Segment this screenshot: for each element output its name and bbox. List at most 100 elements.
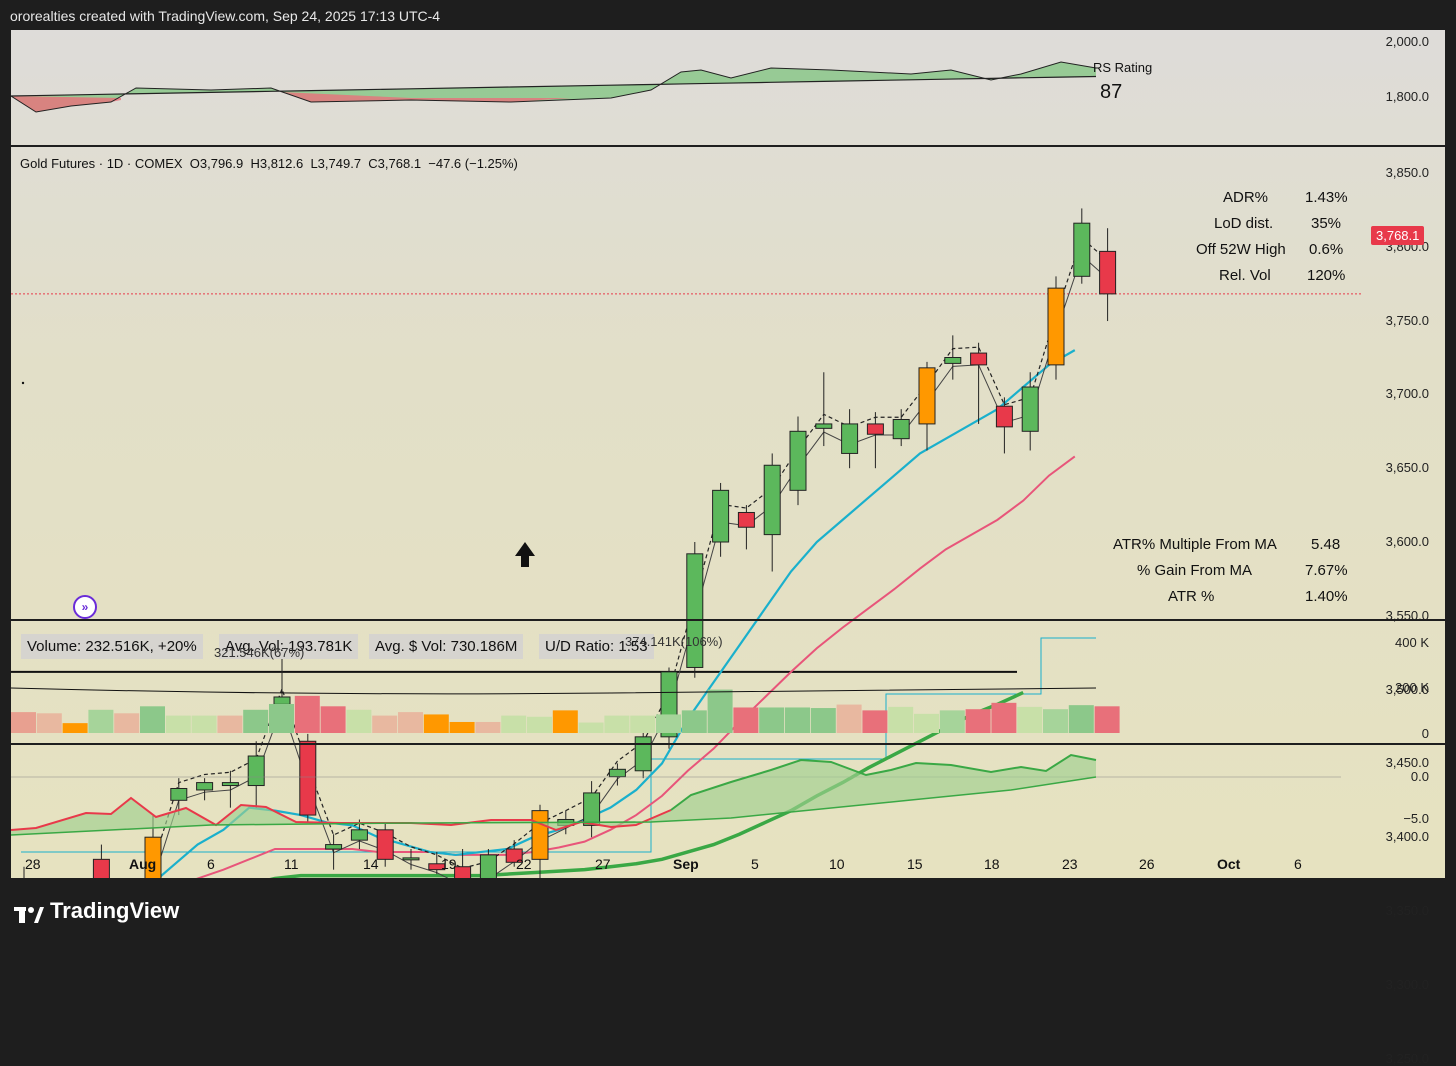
volume-bar (1043, 709, 1068, 733)
price-y-tick: 3,500.0 (1385, 681, 1429, 697)
go-to-realtime-icon[interactable]: » (73, 595, 97, 619)
volume-y-tick: 0 (1421, 726, 1429, 741)
volume-bar (991, 702, 1017, 733)
date-tick: 23 (1062, 856, 1078, 872)
stat-label-atr-pct: ATR % (1168, 588, 1215, 605)
volume-annotation: 374.141K(106%) (625, 634, 723, 649)
breakout-arrow-icon (515, 542, 535, 567)
dot-marker (21, 381, 25, 385)
stat-label-off52w: Off 52W High (1196, 241, 1286, 258)
avg-volume-line (11, 687, 1097, 695)
osc-y-tick: −5.0 (1403, 811, 1429, 826)
pane-divider[interactable] (11, 145, 1445, 147)
volume-bar (423, 714, 449, 733)
stat-value-off52w: 0.6% (1309, 241, 1344, 258)
pane-divider[interactable] (11, 743, 1445, 745)
date-tick: 15 (907, 856, 923, 872)
rs-area-negative (281, 92, 571, 102)
volume-bar (759, 707, 785, 733)
stat-value-atr-mult: 5.48 (1311, 536, 1341, 553)
osc-line-green (670, 753, 1097, 811)
price-y-tick: 3,450.0 (1385, 755, 1429, 771)
volume-bar (62, 723, 88, 733)
volume-bar (88, 709, 114, 733)
chart-header: ororealties created with TradingView.com… (10, 8, 441, 24)
osc-area (11, 755, 1096, 835)
volume-bar (372, 715, 398, 733)
price-y-tick: 3,750.0 (1385, 312, 1429, 328)
date-tick: Aug (129, 856, 157, 872)
volume-y-tick: 200 K (1395, 680, 1429, 695)
volume-bar (888, 706, 914, 733)
candle-body (1047, 287, 1065, 366)
osc-line-red (11, 796, 672, 832)
price-y-tick: 3,850.0 (1385, 165, 1429, 180)
volume-bar (398, 712, 423, 733)
volume-bar (36, 713, 62, 733)
volume-bar (1094, 706, 1120, 733)
price-y-tick: 3,250.0 (1385, 1050, 1429, 1066)
volume-bar (501, 715, 527, 733)
volume-bar (449, 721, 475, 733)
volume-bar (656, 714, 681, 733)
candle-body (634, 736, 652, 772)
stat-value-adr: 1.43% (1305, 189, 1348, 206)
candle-body (196, 782, 214, 791)
chart-svg[interactable] (11, 30, 1445, 878)
date-tick: 11 (284, 856, 299, 872)
candle-body (350, 829, 368, 841)
date-tick: 28 (25, 856, 41, 872)
candle-body (866, 423, 884, 435)
ud-ratio-chip: U/D Ratio: 1.53 (539, 634, 654, 659)
date-tick: 6 (1294, 856, 1302, 872)
price-y-tick: 3,600.0 (1385, 534, 1429, 549)
volume-bar (269, 703, 294, 733)
volume-bar (604, 715, 630, 733)
tradingview-logo-icon (14, 903, 44, 923)
date-tick: Sep (673, 856, 699, 872)
volume-bar (836, 704, 862, 733)
candle-body (221, 782, 239, 787)
volume-chip: Volume: 232.516K, +20% (21, 634, 203, 659)
volume-bar (810, 708, 836, 733)
candle-body (970, 352, 988, 366)
volume-bar (346, 709, 372, 733)
stat-value-relvol: 120% (1307, 267, 1346, 284)
candle-body (1099, 250, 1117, 295)
candle-body (531, 810, 549, 860)
volume-bar (140, 706, 165, 733)
volume-bar (681, 710, 707, 733)
volume-bar (165, 715, 191, 733)
stat-value-gain-ma: 7.67% (1305, 562, 1348, 579)
volume-y-tick: 400 K (1395, 635, 1429, 650)
volume-bar (191, 715, 217, 733)
avg-vol-chip: Avg. Vol: 193.781K (219, 634, 359, 659)
date-tick: 19 (441, 856, 457, 872)
volume-bar (1068, 705, 1094, 733)
osc-y-tick: 0.0 (1410, 769, 1429, 784)
candle-body (325, 844, 343, 850)
osc-signal-line (11, 776, 1097, 836)
stat-label-gain-ma: % Gain From MA (1137, 562, 1253, 579)
pane-divider[interactable] (11, 619, 1445, 621)
stat-label-atr-mult: ATR% Multiple From MA (1113, 536, 1277, 553)
candle-body (505, 848, 523, 863)
candle-body (428, 863, 446, 871)
volume-bar (707, 689, 733, 733)
date-tick: 5 (751, 856, 759, 872)
volume-bar (114, 713, 140, 733)
rs-area-negative (11, 96, 121, 112)
symbol-legend: Gold Futures · 1D · COMEX O3,796.9 H3,81… (20, 156, 518, 171)
candle-body (918, 367, 936, 425)
price-y-tick: 3,350.0 (1385, 903, 1429, 918)
candle-body (763, 464, 781, 536)
candle-body (479, 854, 497, 878)
chart-frame[interactable]: RS Rating 87 2,000.0 1,800.0 Gold Future… (11, 30, 1445, 1066)
date-tick: 27 (595, 856, 611, 872)
candle-body (376, 829, 394, 860)
volume-bar (939, 710, 965, 733)
volume-bar (578, 722, 604, 733)
tradingview-brand[interactable]: TradingView (14, 898, 179, 924)
avg-dollar-vol-chip: Avg. $ Vol: 730.186M (369, 634, 524, 659)
volume-bar (320, 706, 346, 733)
